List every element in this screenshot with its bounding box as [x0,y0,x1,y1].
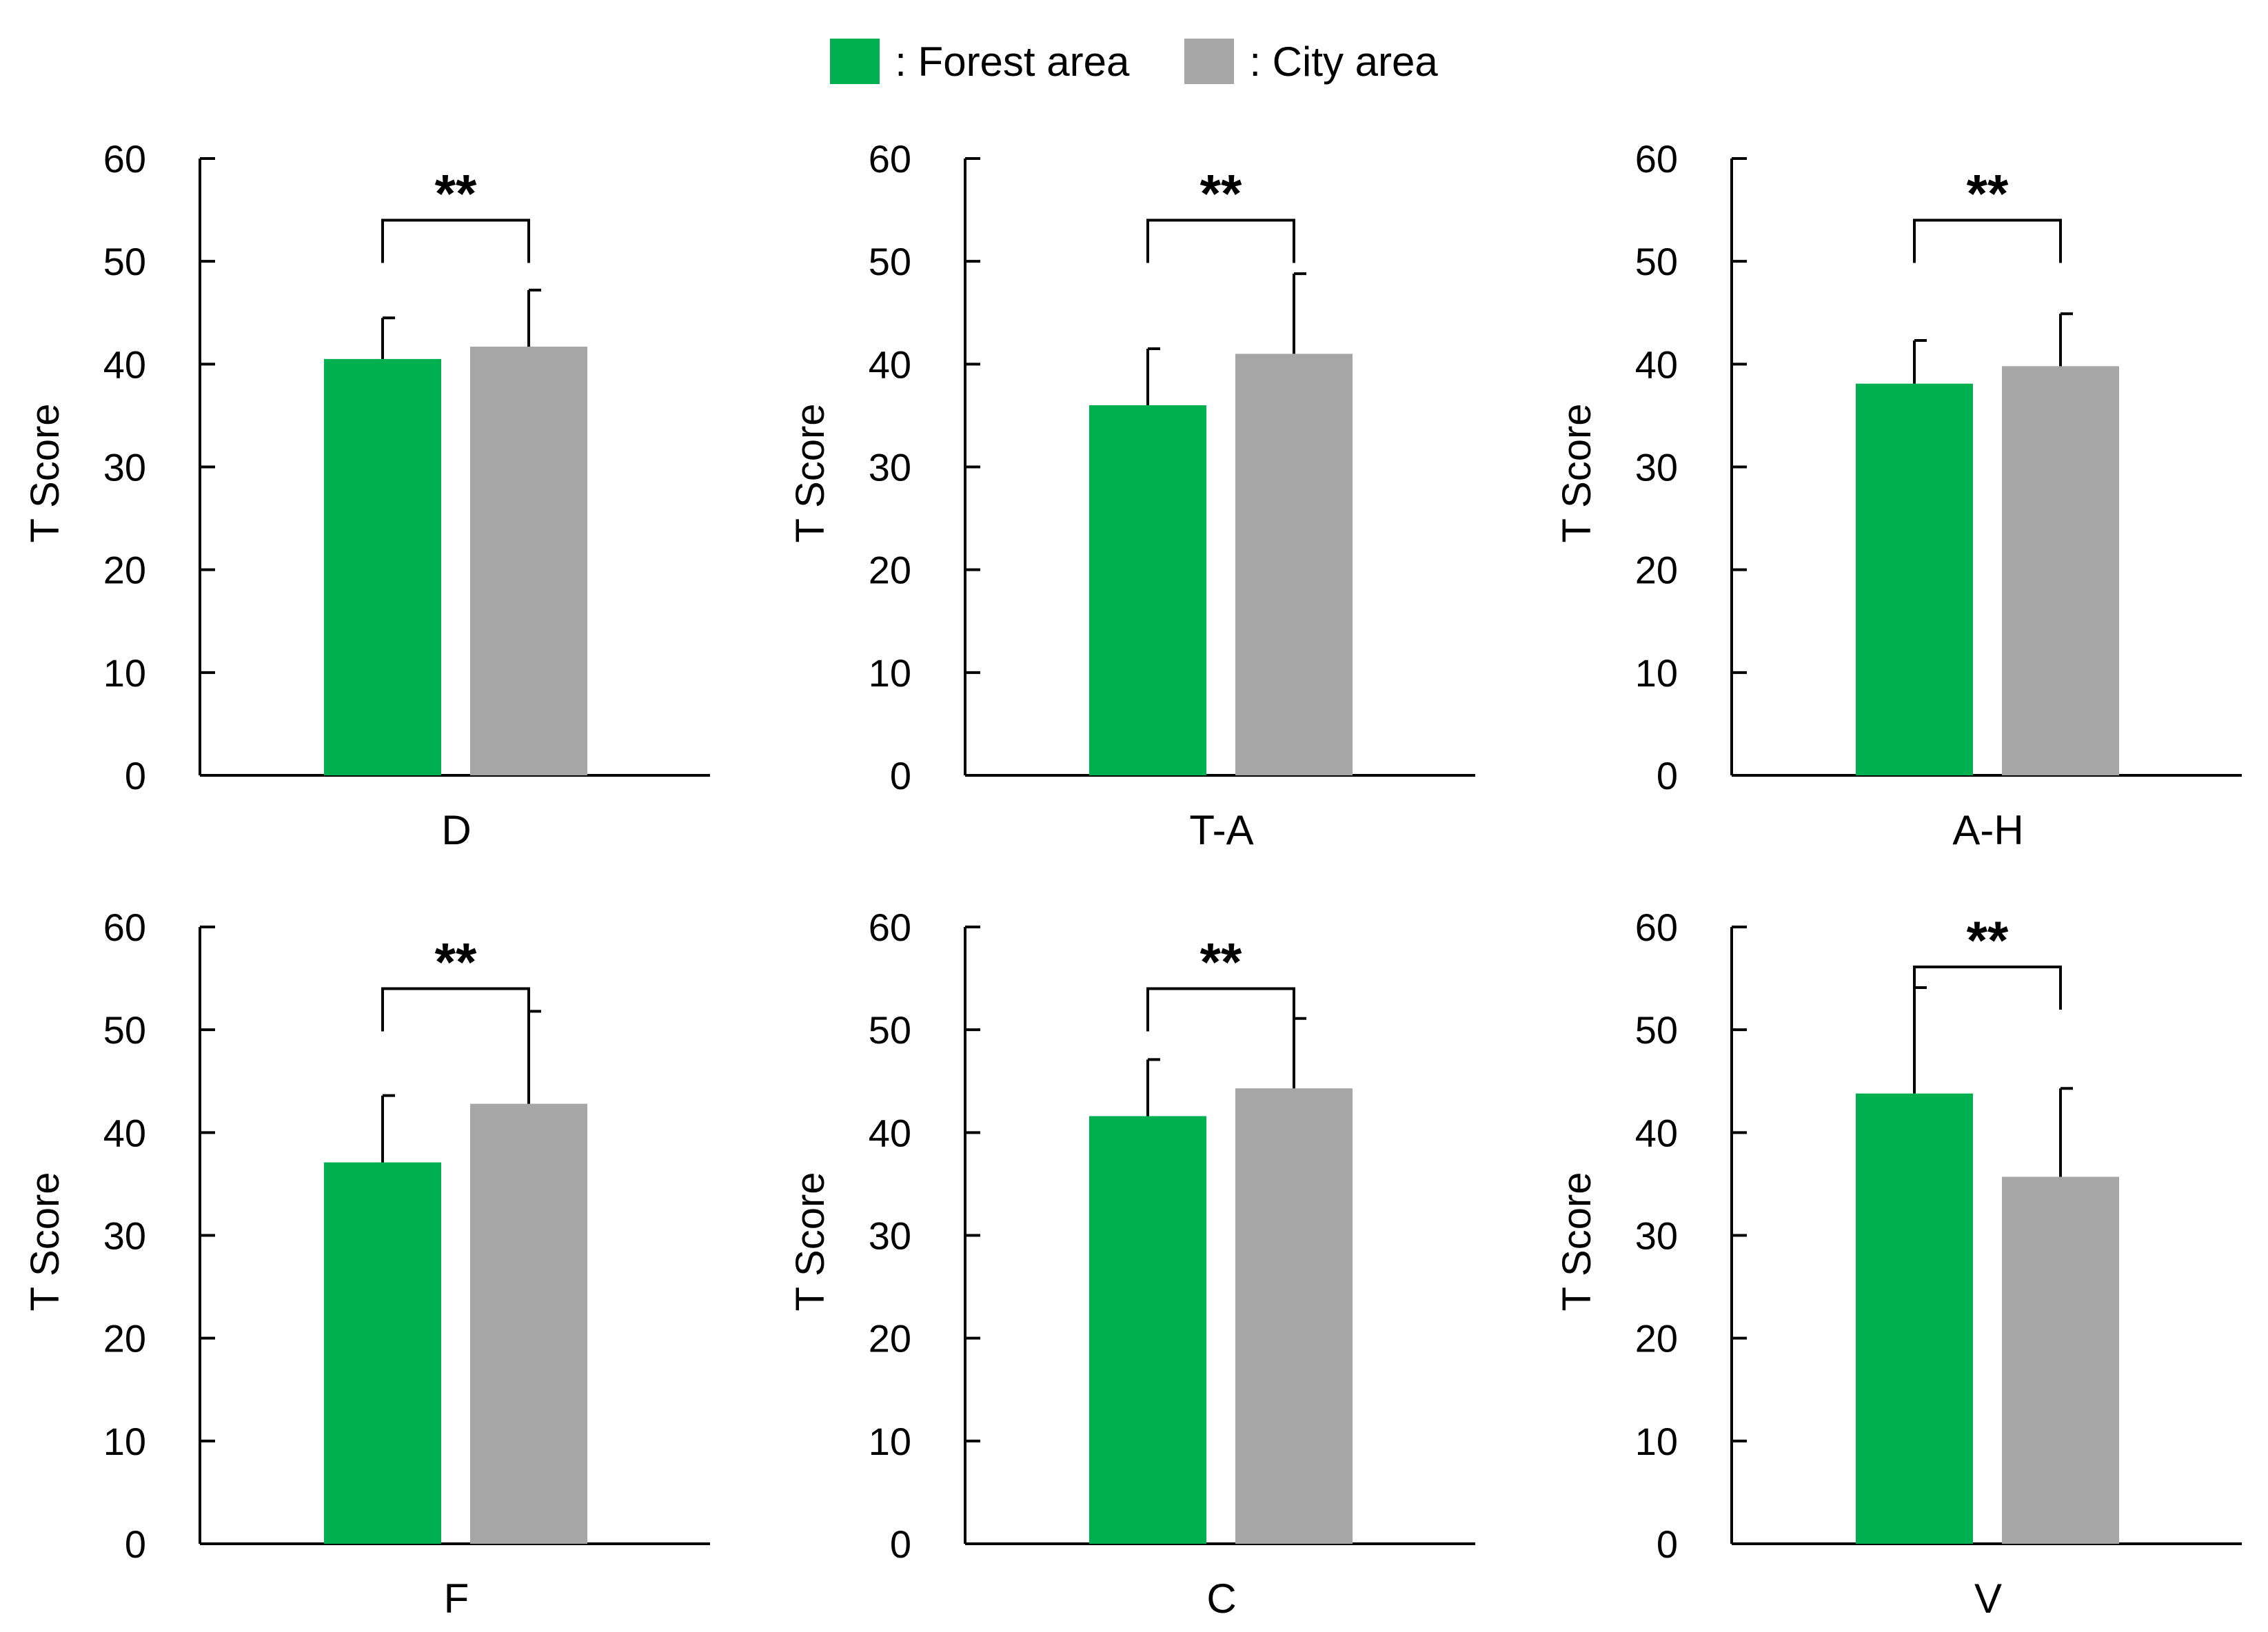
legend: : Forest area : City area [0,30,2268,92]
x-category-label: V [1974,1575,2002,1622]
bar-city [1235,354,1353,775]
y-tick-label: 10 [869,1420,911,1463]
y-tick-label: 50 [1635,1008,1678,1052]
y-tick-label: 60 [103,906,146,949]
bar-forest [1856,1093,1973,1544]
chart-a-h: 0 10 20 30 40 50 60 T Score ** A-H [1555,137,2242,853]
y-tick-label: 30 [1635,1214,1678,1258]
legend-swatch-city [1184,39,1235,84]
significance-label: ** [435,932,477,992]
y-tick-label: 40 [1635,1111,1678,1154]
y-tick-label: 50 [869,1008,911,1052]
y-tick-label: 10 [1635,651,1678,695]
chart-f: 0 10 20 30 40 50 60 T Score ** F [23,906,710,1622]
y-tick-label: 20 [1635,549,1678,592]
y-tick-label: 40 [869,343,911,386]
bar-forest [324,358,441,775]
x-category-label: F [444,1575,469,1622]
bar-forest [1856,383,1973,775]
y-tick-label: 60 [103,137,146,181]
y-tick-label: 40 [103,1111,146,1154]
legend-swatch-forest [830,39,880,84]
bar-forest [1089,405,1206,775]
y-tick-label: 0 [1657,754,1678,797]
bar-city [1235,1088,1353,1544]
y-tick-label: 20 [869,1317,911,1360]
significance-bracket [381,218,530,263]
y-tick-label: 0 [890,1522,911,1566]
y-axis-label: T Score [23,403,68,542]
y-axis-label: T Score [23,1172,68,1311]
y-tick-label: 0 [890,754,911,797]
significance-label: ** [1200,163,1242,224]
legend-item-city: : City area [1184,38,1438,85]
y-tick-label: 30 [1635,446,1678,489]
significance-label: ** [435,163,477,224]
y-tick-label: 50 [103,240,146,283]
x-category-label: C [1206,1575,1236,1622]
legend-label-city: : City area [1249,38,1438,85]
y-tick-label: 20 [869,549,911,592]
y-tick-label: 50 [869,240,911,283]
y-axis-label: T Score [788,1172,833,1311]
bar-city [2002,366,2119,775]
significance-bracket [381,987,530,1032]
y-tick-label: 60 [869,906,911,949]
x-category-label: D [441,807,471,853]
y-tick-label: 20 [103,549,146,592]
bar-city [470,1103,587,1544]
significance-bracket [1146,987,1295,1032]
y-tick-label: 10 [103,651,146,695]
y-tick-label: 30 [869,1214,911,1258]
y-tick-label: 20 [103,1317,146,1360]
significance-bracket [1913,218,2062,263]
y-tick-label: 50 [103,1008,146,1052]
bar-forest [324,1162,441,1544]
y-tick-label: 50 [1635,240,1678,283]
significance-bracket [1146,218,1295,263]
y-tick-label: 60 [869,137,911,181]
significance-label: ** [1200,932,1242,992]
bar-forest [1089,1116,1206,1544]
y-tick-label: 10 [1635,1420,1678,1463]
chart-d: 0 10 20 30 40 50 60 T Score ** D [23,137,710,853]
x-category-label: A-H [1952,807,2023,853]
y-tick-label: 30 [103,446,146,489]
y-axis-label: T Score [1555,1172,1599,1311]
significance-label: ** [1967,910,2009,970]
y-tick-label: 40 [1635,343,1678,386]
y-tick-label: 40 [869,1111,911,1154]
y-tick-label: 60 [1635,137,1678,181]
legend-item-forest: : Forest area [830,38,1129,85]
y-tick-label: 0 [125,1522,146,1566]
y-tick-label: 10 [103,1420,146,1463]
legend-label-forest: : Forest area [895,38,1130,85]
y-tick-label: 30 [869,446,911,489]
y-tick-label: 30 [103,1214,146,1258]
significance-bracket [1913,966,2062,1010]
chart-t-a: 0 10 20 30 40 50 60 T Score ** T-A [788,137,1475,853]
chart-c: 0 10 20 30 40 50 60 T Score ** C [788,906,1475,1622]
bar-city [2002,1176,2119,1544]
bar-city [470,346,587,776]
y-tick-label: 10 [869,651,911,695]
y-tick-label: 60 [1635,906,1678,949]
y-axis-label: T Score [1555,403,1599,542]
significance-label: ** [1967,163,2009,224]
chart-v: 0 10 20 30 40 50 60 T Score ** V [1555,906,2242,1622]
y-tick-label: 20 [1635,1317,1678,1360]
x-category-label: T-A [1189,807,1253,853]
y-tick-label: 0 [1657,1522,1678,1566]
y-axis-label: T Score [788,403,833,542]
y-tick-label: 40 [103,343,146,386]
y-tick-label: 0 [125,754,146,797]
